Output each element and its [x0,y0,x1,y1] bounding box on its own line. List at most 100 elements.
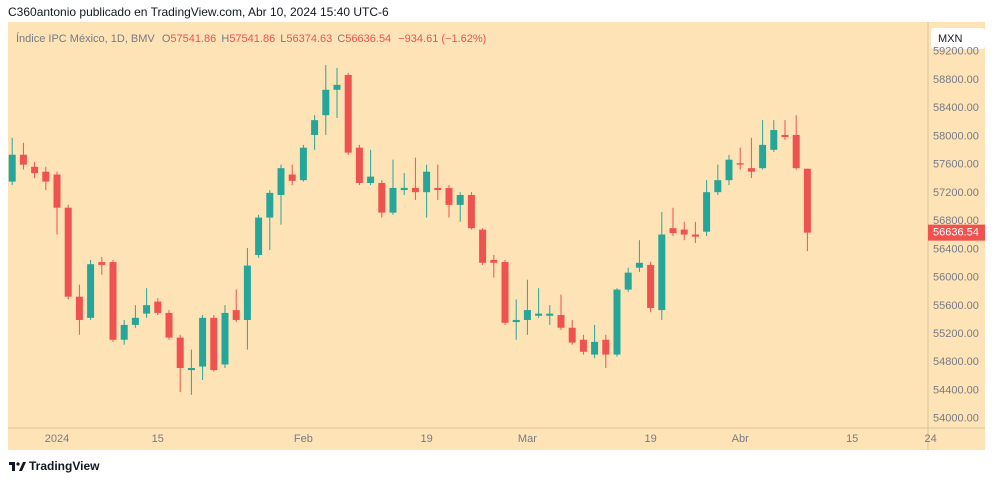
candle-body [19,154,27,165]
candle-body [389,187,397,213]
candle-body [243,265,251,320]
candle-body [344,74,352,153]
candle-body [131,317,139,325]
x-tick-label: 15 [846,433,858,445]
candle-body [725,159,733,181]
candle-body [165,312,173,338]
candle-body [691,234,699,237]
candle-body [311,120,319,135]
y-tick-label: 57200.00 [933,187,979,199]
y-tick-label: 56400.00 [933,243,979,255]
y-tick-label: 54800.00 [933,356,979,368]
tradingview-logo [9,462,26,471]
candle-body [288,174,296,181]
candle-body [98,262,106,265]
price-tag [928,224,985,241]
y-tick-label: 56800.00 [933,215,979,227]
candle-body [456,194,464,205]
candle-body [199,317,207,367]
candle-body [423,171,431,193]
candle-body [277,168,285,195]
candle-body [557,315,565,328]
ohlc-letter: L [280,33,286,45]
ohlc-value: 57541.86 [170,33,216,45]
candle-body [546,313,554,316]
candle-body [120,324,128,340]
candle-body [490,259,498,263]
candle-body [53,174,61,208]
candle-body [322,89,330,116]
y-tick-label: 58000.00 [933,130,979,142]
candle-body [512,319,520,323]
candle-body [367,176,375,183]
candle-body [42,171,50,182]
candle-body [87,264,95,318]
symbol: Índice IPC México, 1D, BMV [16,32,155,45]
change: −934.61 (−1.62%) [398,33,486,45]
candle-body [210,317,218,371]
x-tick-label: Mar [518,433,537,445]
candle-body [759,144,767,169]
candle-body [434,187,442,191]
candle-body [669,228,677,234]
x-tick-label: 24 [924,433,936,445]
candle-body [266,192,274,218]
candle-body [378,182,386,213]
candle-body [501,262,509,323]
footer: TradingView [29,459,100,473]
y-tick-label: 54400.00 [933,384,979,396]
candle-body [333,84,341,90]
candle-body [143,305,151,314]
y-tick-label: 55600.00 [933,300,979,312]
x-tick-label: Feb [294,433,313,445]
candle-body [255,217,263,256]
ohlc-value: 56374.63 [286,33,332,45]
candle-body [411,187,419,193]
candle-body [602,339,610,355]
ohlc-letter: C [337,33,345,45]
logo-part [19,462,26,471]
candle-body [75,296,83,320]
ohlc-value: 57541.86 [229,33,275,45]
y-tick-label: 58400.00 [933,102,979,114]
candle-body [624,272,632,290]
y-tick-label: 56000.00 [933,272,979,284]
candle-body [523,310,531,320]
candle-body [703,192,711,232]
y-tick-label: 55200.00 [933,328,979,340]
chart-background [8,22,985,450]
y-tick-label: 58800.00 [933,74,979,86]
currency[interactable]: MXN [938,33,963,45]
x-tick-label: 19 [420,433,432,445]
candle-body [8,154,16,182]
legend: Índice IPC México, 1D, BMV O57541.86 H57… [16,32,486,45]
y-tick-label: 57600.00 [933,159,979,171]
candle-body [781,134,789,138]
candle-body [568,327,576,343]
candle-body [658,234,666,311]
candle-body [221,312,229,365]
header: C360antonio publicado en TradingView.com… [8,5,389,19]
x-tick-label: 15 [152,433,164,445]
candle-body [714,180,722,193]
ohlc-letter: H [221,33,229,45]
logo-part [16,462,20,466]
candle-body [635,262,643,268]
candle-body [154,301,162,313]
price-tag-label: 56636.54 [933,227,979,239]
candle-body [680,229,688,235]
candle-body [31,166,39,174]
ohlc-value: 56636.54 [345,33,391,45]
ohlc-letter: O [162,33,171,45]
candle-body [792,134,800,169]
candle-body [479,229,487,263]
candle-body [64,207,72,297]
candle-body [109,262,117,340]
candle-body [176,337,184,368]
candle-body [232,310,240,320]
candle-body [591,341,599,355]
currency-button[interactable] [931,28,985,49]
candle-body [803,168,811,233]
candle-body [535,313,543,316]
